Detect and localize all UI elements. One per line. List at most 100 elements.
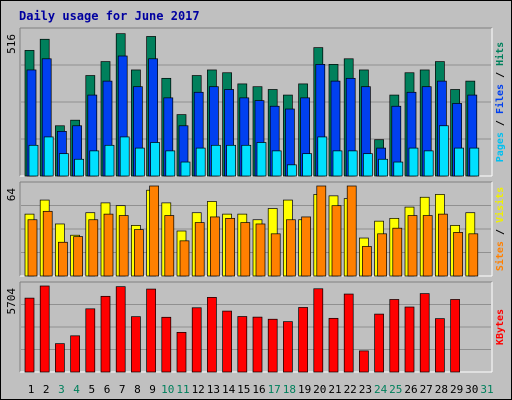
x-tick-label-day-5: 5 [88,383,95,396]
bar-kbytes-day-26 [404,306,415,373]
bar-pages-day-5 [89,150,100,177]
ymax-label-hits_files_pages: 516 [5,34,18,54]
x-tick-label-day-30: 30 [465,383,478,396]
x-tick-label-day-28: 28 [435,383,448,396]
bar-pages-day-29 [454,147,464,177]
bar-pages-day-13 [211,144,221,177]
bar-kbytes-day-18 [283,321,293,373]
legend-part: / [495,66,506,84]
bar-sites-day-20 [316,185,327,277]
x-tick-label-day-6: 6 [104,383,111,396]
x-tick-label-day-17: 17 [268,383,281,396]
bar-pages-day-10 [165,150,176,177]
bar-sites-day-16 [255,223,266,277]
bar-pages-day-12 [195,147,206,177]
bar-sites-day-12 [194,222,205,277]
bar-pages-day-15 [241,144,252,177]
x-tick-label-day-27: 27 [420,383,433,396]
bar-kbytes-day-7 [115,286,126,373]
chart-panels: 516 Pages / Files / Hits 64 Sites / Visits 5… [5,27,506,373]
x-tick-label-day-19: 19 [298,383,311,396]
bar-kbytes-day-14 [222,310,232,373]
bar-pages-day-16 [256,142,267,177]
bar-kbytes-day-6 [100,295,111,373]
bar-pages-day-17 [271,150,282,177]
x-tick-label-day-31: 31 [480,383,493,396]
bar-sites-day-24 [377,233,387,277]
x-tick-label-day-12: 12 [192,383,205,396]
bar-kbytes-day-20 [313,288,324,373]
x-tick-label-day-11: 11 [176,383,189,396]
panel-legend-visits_sites: Sites / Visits [494,187,506,271]
bar-pages-day-20 [317,136,328,177]
bar-pages-day-25 [393,161,404,177]
bar-pages-day-2 [43,136,54,177]
bar-kbytes-day-28 [435,318,445,373]
x-axis-day-labels: 1 2 3 4 5 6 7 8 9 10 11 12 13 14 15 16 17 18 19 20 21 22 23 24 2… [28,383,494,396]
x-tick-label-day-10: 10 [161,383,174,396]
bar-pages-day-19 [302,153,312,177]
ymax-label-visits_sites: 64 [5,188,18,202]
bar-pages-day-21 [332,150,343,177]
bar-sites-day-11 [179,240,190,277]
bar-kbytes-day-27 [419,293,430,373]
bar-kbytes-day-8 [131,316,141,373]
bar-kbytes-day-9 [146,288,156,373]
bar-pages-day-26 [408,147,419,177]
bar-kbytes-day-22 [343,293,354,373]
bar-sites-day-2 [42,210,53,277]
x-tick-label-day-8: 8 [134,383,141,396]
bar-sites-day-3 [58,241,68,277]
bar-kbytes-day-2 [39,285,50,373]
bar-sites-day-23 [362,246,372,277]
bar-kbytes-day-25 [389,299,400,373]
bar-pages-day-7 [119,136,130,177]
x-tick-label-day-9: 9 [149,383,156,396]
bar-sites-day-18 [286,219,296,277]
legend-part: / [495,114,506,132]
bar-sites-day-10 [164,215,175,277]
bar-pages-day-30 [469,147,480,177]
bar-kbytes-day-19 [298,307,308,373]
x-tick-label-day-20: 20 [313,383,326,396]
legend-part: Pages [495,132,506,162]
bar-kbytes-day-23 [359,350,369,373]
bar-sites-day-14 [225,217,235,277]
bar-sites-day-21 [331,205,342,277]
bar-pages-day-18 [287,164,297,177]
legend-part: Visits [494,187,506,223]
bar-sites-day-22 [346,185,357,277]
x-tick-label-day-13: 13 [207,383,220,396]
bar-sites-day-17 [270,233,281,277]
bar-sites-day-25 [392,227,403,277]
x-tick-label-day-7: 7 [119,383,126,396]
bar-sites-day-5 [88,219,99,277]
bar-sites-day-15 [240,222,251,277]
x-tick-label-day-24: 24 [374,383,388,396]
bar-sites-day-13 [210,216,220,277]
legend-part: Sites [494,241,506,271]
bar-sites-day-1 [27,219,38,277]
x-tick-label-day-29: 29 [450,383,463,396]
x-tick-label-day-1: 1 [28,383,35,396]
bar-sites-day-6 [103,213,114,277]
bar-kbytes-day-29 [450,299,460,373]
panel-legend-kbytes: KBytes [495,309,506,345]
bar-pages-day-8 [135,147,145,177]
bar-pages-day-27 [423,150,434,177]
bar-pages-day-24 [378,158,388,177]
x-tick-label-day-26: 26 [404,383,417,396]
x-tick-label-day-2: 2 [43,383,50,396]
bar-kbytes-day-12 [191,307,202,373]
chart-title: Daily usage for June 2017 [19,9,200,23]
bar-sites-day-28 [438,213,448,277]
x-tick-label-day-21: 21 [328,383,341,396]
legend-part: KBytes [495,309,506,345]
bar-kbytes-day-3 [55,343,65,373]
bar-sites-day-19 [301,216,311,277]
bar-pages-day-14 [226,144,236,177]
x-tick-label-day-16: 16 [252,383,265,396]
bar-sites-day-4 [73,236,83,277]
bar-sites-day-8 [134,229,144,277]
bar-pages-day-23 [363,153,373,177]
